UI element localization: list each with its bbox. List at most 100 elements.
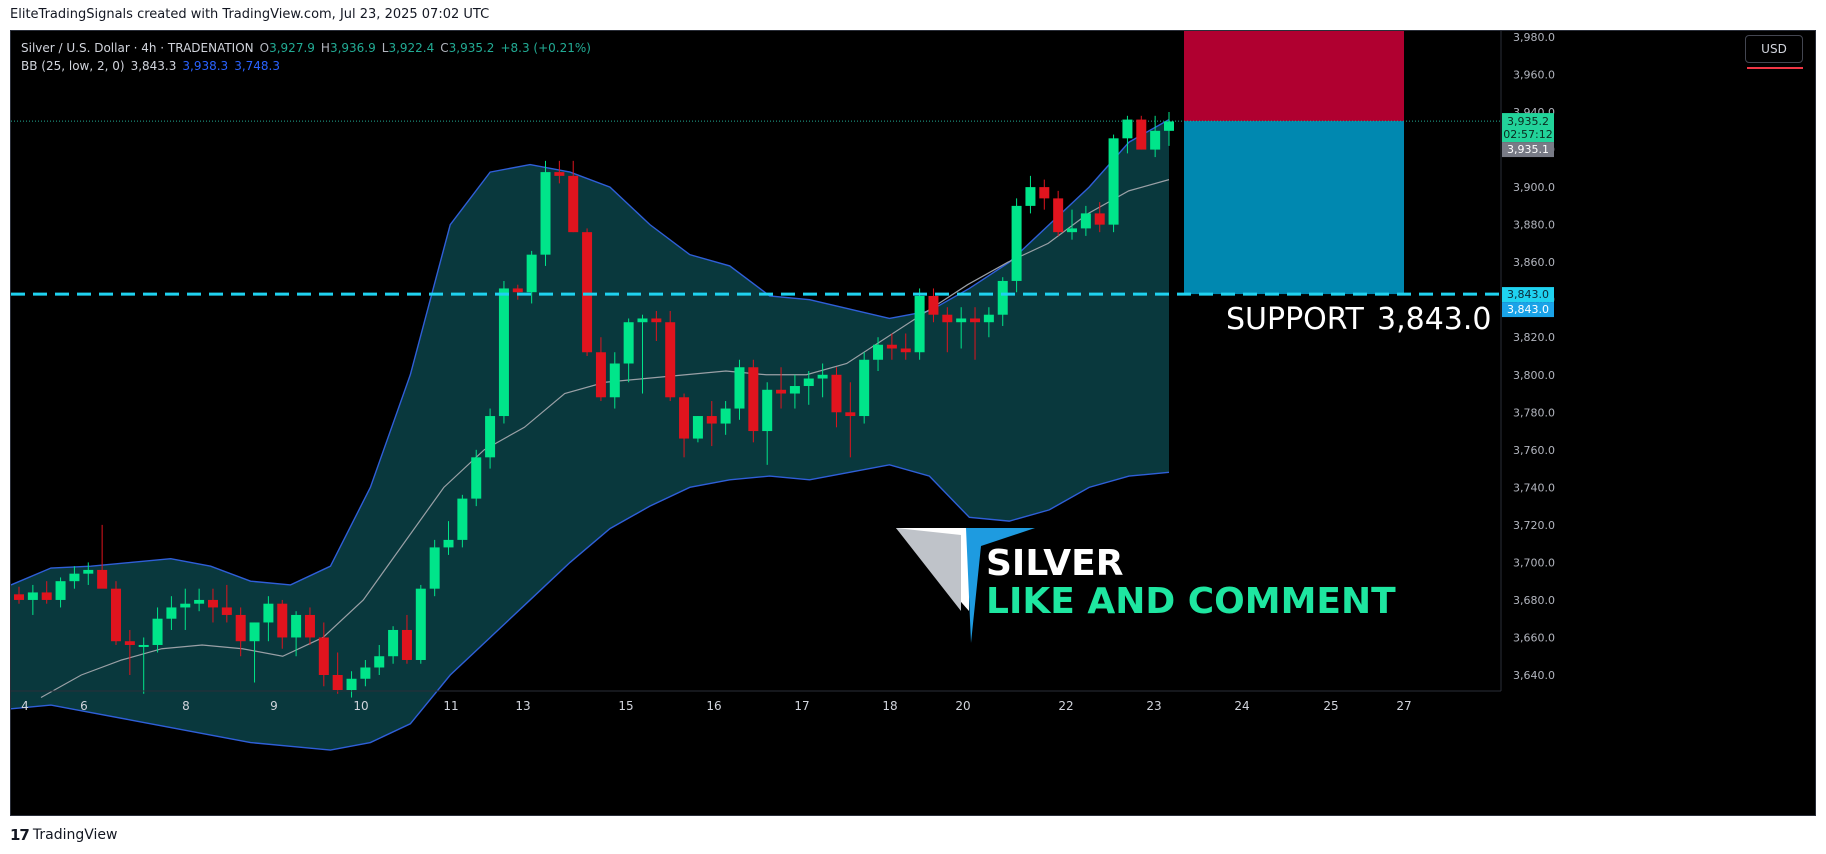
attribution: EliteTradingSignals created with Trading…	[10, 7, 490, 22]
candle-body	[762, 389, 773, 432]
candle	[734, 359, 745, 420]
candle	[401, 614, 412, 664]
candle-body	[1025, 187, 1036, 206]
candle	[706, 401, 717, 447]
candle	[873, 337, 884, 372]
candle-body	[873, 344, 884, 360]
currency-underline	[1747, 67, 1803, 69]
candle	[582, 228, 593, 356]
candle	[1150, 115, 1161, 158]
y-tick-label: 3,980.0	[1513, 31, 1555, 44]
candle-body	[970, 318, 981, 323]
candle-body	[1150, 130, 1161, 150]
candle	[665, 310, 676, 402]
candle-body	[554, 172, 565, 176]
candle-body	[14, 594, 24, 600]
candle-body	[748, 367, 759, 432]
current-price-tag: 3,935.2	[1502, 113, 1554, 130]
low-label: L	[381, 41, 389, 55]
candle	[471, 449, 482, 507]
candle	[1011, 198, 1022, 293]
candle-body	[263, 603, 274, 623]
candle-body	[540, 172, 551, 255]
candle	[152, 607, 163, 653]
currency-button[interactable]: USD	[1745, 35, 1803, 63]
y-tick-label: 3,960.0	[1513, 69, 1555, 82]
countdown-tag-bg	[1502, 128, 1554, 143]
take-profit-zone	[1184, 121, 1404, 295]
candle-body	[401, 629, 412, 660]
candle	[1025, 175, 1036, 214]
support-price-tag: 3,843.0	[1502, 287, 1554, 303]
candle	[914, 288, 925, 360]
candle-body	[457, 498, 468, 540]
candle	[859, 352, 870, 424]
candle	[97, 524, 108, 589]
x-tick-label: 16	[706, 699, 721, 713]
stop-loss-zone	[1184, 31, 1404, 122]
candle	[443, 521, 454, 555]
candle-body	[983, 314, 994, 323]
candle	[554, 160, 565, 184]
bb-mid-value: 3,843.3	[130, 59, 177, 73]
candle-body	[609, 363, 620, 398]
candle-body	[485, 416, 496, 458]
close-value: 3,935.2	[448, 41, 495, 55]
candle-body	[346, 678, 357, 691]
candle-body	[83, 569, 94, 574]
candle	[831, 367, 842, 428]
candle	[498, 280, 509, 424]
high-value: 3,936.9	[329, 41, 376, 55]
candle	[679, 393, 690, 458]
candle-body	[374, 656, 385, 668]
candle-body	[859, 359, 870, 417]
candle-body	[942, 314, 953, 323]
candle-body	[498, 288, 509, 417]
footer: 17 TradingView	[10, 826, 117, 844]
candle	[277, 599, 288, 649]
candle	[789, 374, 800, 409]
countdown-tag: 02:57:12	[1502, 128, 1554, 143]
candle	[845, 382, 856, 458]
x-tick-label: 15	[618, 699, 633, 713]
support-price-tag-2-bg	[1502, 302, 1554, 318]
brand-title: SILVER	[986, 543, 1123, 584]
candle	[1136, 115, 1147, 150]
candle	[956, 307, 967, 349]
candle	[512, 284, 523, 300]
candle	[762, 382, 773, 465]
candle	[1039, 179, 1050, 210]
candle	[374, 644, 385, 675]
candle-body	[97, 569, 108, 589]
candle-body	[526, 254, 537, 293]
bollinger-lower-line	[11, 464, 1170, 751]
candle-body	[55, 581, 66, 600]
candle	[623, 318, 634, 383]
tradingview-logo-icon: 17	[10, 826, 30, 844]
candle	[651, 310, 662, 341]
candle-body	[803, 378, 814, 387]
y-tick-label: 3,640.0	[1513, 669, 1555, 682]
candle	[997, 277, 1008, 326]
y-tick-label: 3,700.0	[1513, 556, 1555, 569]
chart-frame[interactable]: SUPPORT 3,843.0 SILVER LIKE AND COMMENT 3,64…	[10, 30, 1816, 816]
candle	[110, 581, 121, 645]
current-price-tag-text: 3,935.2	[1507, 115, 1549, 128]
bollinger-upper-line	[11, 118, 1170, 586]
footer-brand: TradingView	[32, 827, 118, 843]
bb-lower-value: 3,748.3	[234, 59, 280, 73]
candle-body	[665, 322, 676, 398]
candle	[485, 408, 496, 469]
support-price-tag-2-text: 3,843.0	[1507, 303, 1549, 316]
candle	[69, 566, 80, 589]
candle	[1122, 115, 1133, 154]
candle-body	[845, 412, 856, 417]
candle-body	[900, 348, 911, 353]
y-tick-label: 3,800.0	[1513, 369, 1555, 382]
y-tick-label: 3,660.0	[1513, 631, 1555, 644]
current-price-tag-bg	[1502, 113, 1554, 130]
x-tick-label: 20	[955, 699, 970, 713]
candle	[1108, 134, 1119, 233]
support-price-tag-text: 3,843.0	[1507, 288, 1549, 301]
